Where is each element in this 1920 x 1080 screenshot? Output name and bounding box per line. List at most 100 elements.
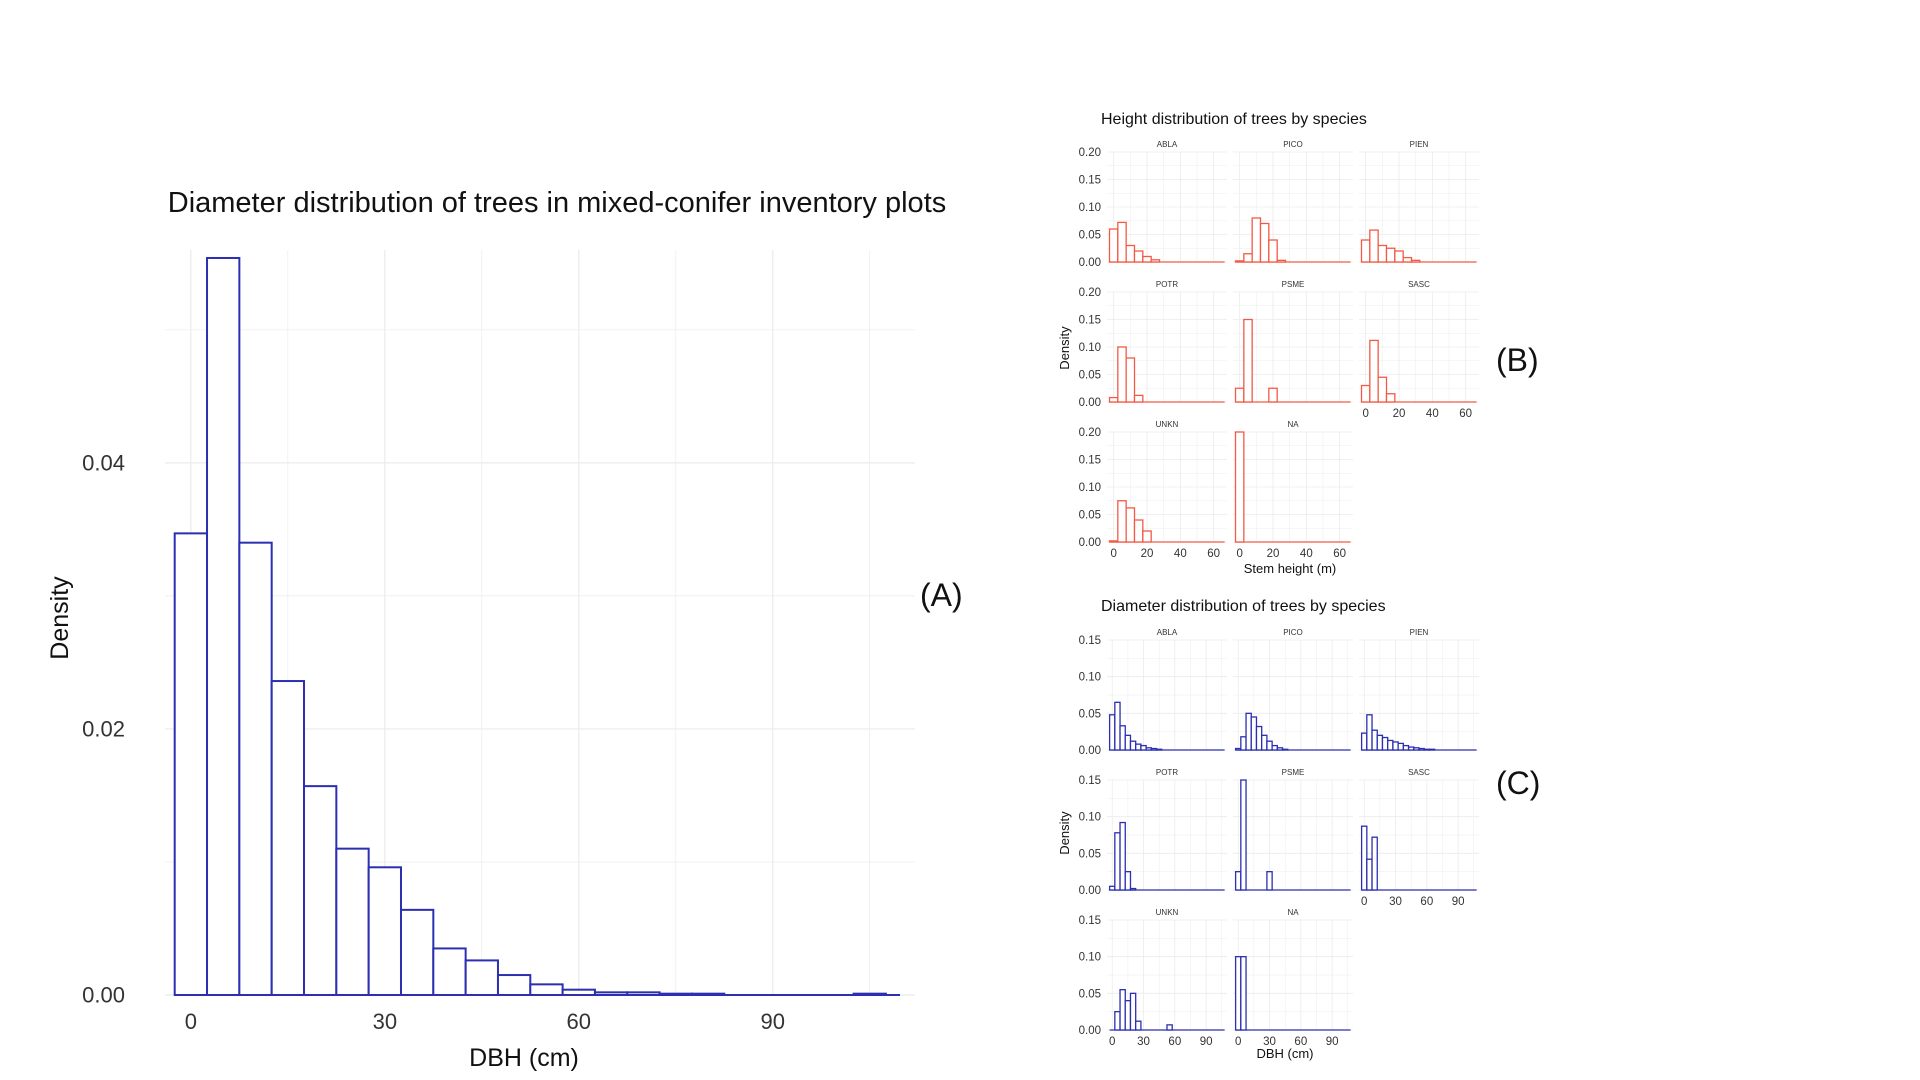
histogram-bar: [1369, 229, 1379, 263]
x-tick-label: 30: [1263, 1036, 1276, 1048]
histogram-bar: [1117, 221, 1127, 263]
histogram-bar: [561, 988, 596, 997]
histogram-bar: [593, 991, 629, 997]
histogram-bar: [1108, 885, 1116, 891]
facet-strip-label: PIEN: [1410, 140, 1429, 149]
histogram-bar: [1360, 239, 1371, 263]
x-tick-label: 60: [1333, 548, 1346, 560]
histogram-bar: [1381, 736, 1389, 751]
histogram-bar: [1142, 255, 1152, 263]
histogram-bar: [335, 847, 370, 996]
facet-strip-label: UNKN: [1156, 908, 1179, 917]
y-tick-label: 0.15: [1079, 315, 1101, 327]
histogram-bar: [626, 991, 661, 997]
histogram-bar: [1117, 346, 1127, 403]
histogram-bar: [399, 908, 435, 996]
histogram-bar: [1360, 732, 1368, 751]
x-tick-label: 0: [1235, 1036, 1241, 1048]
facet-strip-label: NA: [1287, 420, 1299, 429]
x-tick-label: 30: [373, 1009, 397, 1034]
x-tick-label: 60: [1420, 896, 1433, 908]
histogram-bar: [1276, 259, 1287, 263]
histogram-bar: [1360, 384, 1371, 403]
histogram-bar: [1234, 431, 1245, 543]
histogram-bar: [1366, 714, 1373, 751]
histogram-bar: [1119, 989, 1126, 1031]
y-tick-label: 0.02: [82, 717, 125, 742]
histogram-bar: [1155, 748, 1163, 751]
histogram-bar: [1108, 228, 1119, 263]
facet-strip-label: PSME: [1282, 280, 1305, 289]
histogram-bar: [1366, 858, 1373, 891]
chart-title: Height distribution of trees by species: [1101, 111, 1367, 128]
histogram-bar: [1385, 393, 1396, 403]
histogram-bar: [303, 785, 338, 996]
x-tick-label: 60: [1459, 408, 1472, 420]
histogram-bar: [206, 256, 241, 997]
histogram-bar: [1271, 744, 1278, 751]
panel-label-a: (A): [920, 577, 963, 613]
y-tick-label: 0.10: [1079, 202, 1101, 214]
histogram-bar: [1234, 260, 1245, 263]
x-tick-label: 60: [1168, 1036, 1181, 1048]
y-tick-label: 0.20: [1079, 147, 1101, 159]
y-tick-label: 0.00: [1079, 397, 1101, 409]
facet-strip-label: ABLA: [1157, 140, 1178, 149]
chart-a-main-histogram: 0.00 0.02 0.04 0 30 60 90 Diameter distribution…: [46, 187, 946, 1072]
histogram-bar: [1376, 734, 1384, 751]
x-tick-label: 90: [1452, 896, 1465, 908]
histogram-bar: [1243, 253, 1253, 263]
histogram-bar: [464, 959, 499, 996]
histogram-bar: [1268, 387, 1278, 403]
x-tick-label: 0: [1109, 1036, 1115, 1048]
histogram-bar: [1133, 519, 1144, 543]
histogram-bar: [1234, 871, 1242, 891]
x-tick-label: 40: [1300, 548, 1313, 560]
histogram-bar: [1240, 736, 1247, 751]
histogram-bar: [1276, 747, 1284, 751]
facet-strip-label: POTR: [1156, 768, 1178, 777]
histogram-bar: [1266, 871, 1273, 891]
histogram-bar: [1402, 256, 1413, 263]
histogram-bar: [1234, 387, 1245, 403]
y-tick-label: 0.15: [1079, 775, 1101, 787]
facet-strip-label: PSME: [1282, 768, 1305, 777]
histogram-bar: [1124, 1000, 1132, 1031]
histogram-bar: [1135, 1020, 1142, 1031]
histogram-bar: [1145, 747, 1152, 751]
x-tick-label: 30: [1389, 896, 1402, 908]
x-tick-label: 20: [1141, 548, 1154, 560]
y-tick-label: 0.04: [82, 451, 125, 476]
histogram-bar: [1125, 244, 1136, 263]
histogram-bar: [1108, 714, 1116, 751]
histogram-bar: [1114, 1011, 1121, 1031]
histogram-bar: [1266, 740, 1273, 751]
histogram-bar: [1119, 821, 1126, 891]
y-tick-label: 0.05: [1079, 230, 1101, 242]
histogram-bar: [1402, 744, 1410, 751]
histogram-bar: [238, 541, 273, 997]
x-axis-label: DBH (cm): [1256, 1046, 1313, 1061]
histogram-bar: [1240, 779, 1247, 891]
histogram-bar: [852, 992, 887, 996]
histogram-bar: [658, 992, 693, 996]
y-tick-label: 0.00: [1079, 1025, 1101, 1037]
histogram-bar: [1385, 247, 1396, 263]
histogram-bar: [1251, 217, 1262, 263]
histogram-bar: [1133, 250, 1144, 263]
x-tick-label: 60: [567, 1009, 591, 1034]
histogram-bar: [1108, 396, 1119, 403]
histogram-bar: [270, 680, 306, 996]
x-tick-label: 30: [1137, 1036, 1150, 1048]
y-tick-label: 0.00: [1079, 537, 1101, 549]
x-axis-label: Stem height (m): [1244, 561, 1336, 576]
x-tick-label: 60: [1207, 548, 1220, 560]
histogram-bar: [1114, 832, 1121, 891]
histogram-bar: [690, 992, 726, 996]
y-tick-label: 0.00: [1079, 257, 1101, 269]
facet-strip-label: PICO: [1283, 628, 1303, 637]
histogram-bar: [1234, 956, 1242, 1031]
y-tick-label: 0.00: [82, 983, 125, 1008]
histogram-bar: [1268, 239, 1278, 263]
